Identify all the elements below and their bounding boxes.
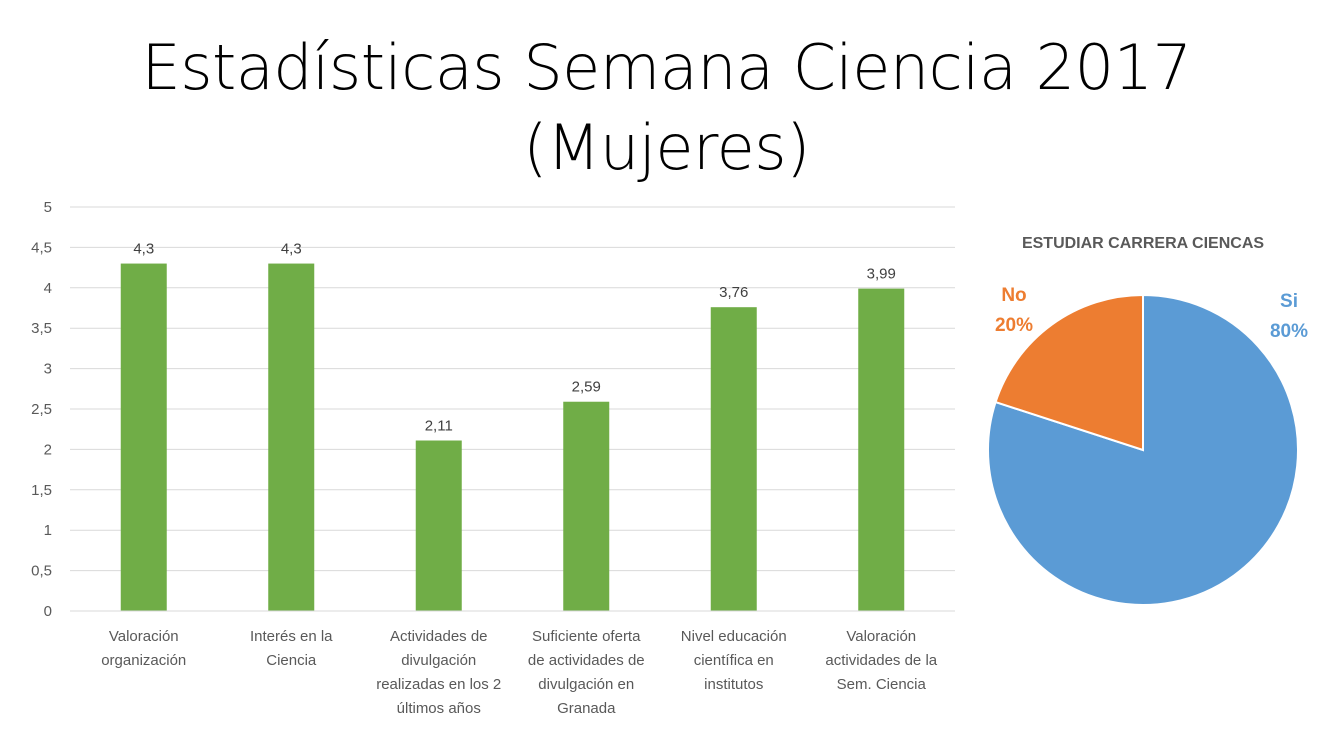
x-category-label: Suficiente oferta de actividades de divulg…: [528, 628, 645, 717]
y-tick-label: 0,5: [31, 563, 52, 580]
y-tick-label: 3: [44, 361, 52, 378]
pie-slice-name: No: [1001, 285, 1026, 306]
bar-data-label: 3,99: [867, 266, 896, 283]
bar-data-label: 2,11: [425, 418, 453, 435]
bar-data-label: 2,59: [572, 379, 601, 396]
y-tick-label: 0: [44, 603, 52, 620]
y-tick-label: 3,5: [31, 320, 52, 337]
bar-data-label: 3,76: [719, 284, 748, 301]
title-line-2: (Mujeres): [523, 111, 810, 184]
x-category-label: Valoración actividades de la Sem. Ciencia: [825, 628, 937, 693]
pie-slice-si: [987, 293, 1299, 606]
bar: [120, 263, 167, 611]
pie-chart: ESTUDIAR CARRERA CIENCAS Si 80% No 20%: [987, 235, 1308, 606]
x-category-label: Nivel educación científica en institutos: [681, 628, 787, 693]
bar-data-label: 4,3: [281, 241, 302, 258]
x-category-label: Actividades de divulgación realizadas en l…: [376, 628, 501, 717]
pie-slice-name: Si: [1280, 291, 1298, 312]
y-tick-label: 5: [44, 199, 52, 216]
y-tick-label: 2,5: [31, 401, 52, 418]
x-category-label: Interés en la Ciencia: [250, 628, 333, 669]
bar: [415, 440, 462, 611]
y-tick-label: 1,5: [31, 482, 52, 499]
bar: [563, 401, 610, 611]
y-tick-label: 1: [44, 522, 52, 539]
y-tick-label: 2: [44, 441, 52, 458]
y-tick-label: 4,5: [31, 239, 52, 256]
pie-slice-percent: 20%: [995, 315, 1033, 336]
y-tick-label: 4: [44, 280, 52, 297]
bar: [710, 307, 757, 611]
pie-slice-no: [994, 293, 1144, 452]
bar-chart: 0 0,5 1 1,5 2 2,5 3 3,5 4 4,5 5 4,3 Valoración organi…: [31, 199, 955, 717]
bar: [858, 288, 905, 611]
pie-slice-percent: 80%: [1270, 321, 1308, 342]
page-title: Estadísticas Semana Ciencia 2017 (Mujere…: [0, 28, 1333, 188]
bar: [268, 263, 315, 611]
x-category-label: Valoración organización: [101, 628, 186, 669]
title-line-1: Estadísticas Semana Ciencia 2017: [141, 31, 1192, 104]
pie-title: ESTUDIAR CARRERA CIENCAS: [1022, 235, 1264, 252]
bar-data-label: 4,3: [133, 241, 154, 258]
